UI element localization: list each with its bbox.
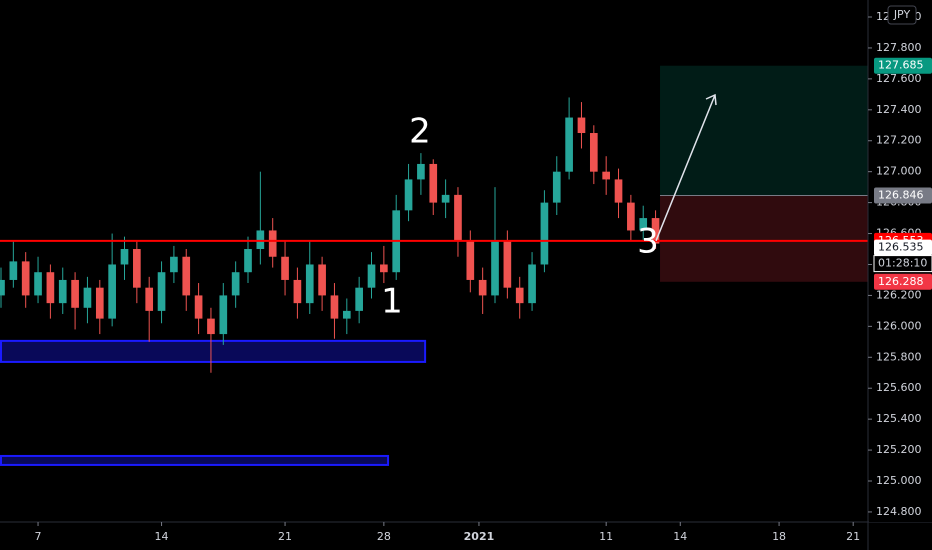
candle-body bbox=[268, 230, 277, 257]
candle-body bbox=[133, 249, 141, 288]
y-tick-label: 125.600 bbox=[876, 381, 922, 394]
candle-body bbox=[9, 261, 18, 280]
candle-body bbox=[293, 279, 302, 304]
candle-body bbox=[34, 272, 42, 296]
last-price: 126.535 bbox=[878, 241, 924, 254]
last-price-bg bbox=[874, 239, 932, 256]
candle-body bbox=[404, 179, 413, 211]
candle-body bbox=[231, 272, 240, 296]
candle-body bbox=[58, 279, 67, 304]
x-tick-label: 7 bbox=[35, 530, 42, 543]
candle-body bbox=[244, 249, 252, 273]
candle-body bbox=[651, 218, 660, 244]
candle-body bbox=[429, 163, 438, 203]
candle-body bbox=[515, 287, 524, 304]
y-tick-label: 125.000 bbox=[876, 474, 922, 487]
candle-body bbox=[466, 241, 475, 280]
x-tick-label: 14 bbox=[155, 530, 169, 543]
candle-body bbox=[565, 117, 573, 172]
x-tick-label: 28 bbox=[377, 530, 391, 543]
candle-body bbox=[540, 202, 549, 265]
candle-body bbox=[614, 179, 623, 203]
currency: JPY bbox=[893, 8, 911, 21]
candle-body bbox=[342, 310, 351, 319]
y-tick-label: 126.000 bbox=[876, 319, 922, 332]
x-tick-label: 14 bbox=[673, 530, 687, 543]
candle-body bbox=[589, 133, 598, 172]
candle-body bbox=[417, 163, 425, 180]
candle-body bbox=[577, 117, 586, 134]
candle-body bbox=[256, 230, 265, 250]
candle-body bbox=[367, 264, 376, 288]
x-tick-label: 21 bbox=[846, 530, 860, 543]
annotation: 1 bbox=[381, 282, 403, 322]
candle-body bbox=[207, 318, 215, 335]
y-tick-label: 124.800 bbox=[876, 505, 922, 518]
candle-body bbox=[281, 256, 289, 280]
y-tick-label: 127.000 bbox=[876, 165, 922, 178]
support-zone bbox=[0, 454, 390, 466]
stop-zone bbox=[660, 195, 868, 282]
y-tick-label: 127.400 bbox=[876, 103, 922, 116]
candle-body bbox=[71, 279, 79, 308]
candle-body bbox=[170, 256, 178, 273]
candle-body bbox=[0, 279, 5, 296]
target-price: 127.685 bbox=[878, 59, 924, 72]
annotation: 2 bbox=[409, 112, 431, 152]
target-price-bg bbox=[874, 57, 932, 74]
arrow-head bbox=[705, 93, 717, 106]
candle-body bbox=[602, 171, 610, 180]
stop-price: 126.288 bbox=[878, 275, 924, 288]
y-tick-label: 125.800 bbox=[876, 350, 922, 363]
countdown-bg bbox=[873, 255, 932, 273]
candle-body bbox=[330, 295, 339, 319]
support-zone bbox=[0, 339, 427, 363]
candle-body bbox=[478, 279, 487, 296]
candle-body bbox=[219, 295, 228, 335]
entry-price-bg bbox=[874, 187, 932, 204]
y-tick-label: 127.800 bbox=[876, 41, 922, 54]
candle-body bbox=[108, 264, 116, 319]
candle-body bbox=[503, 241, 512, 288]
candle-body bbox=[441, 194, 450, 203]
candle-body bbox=[83, 287, 92, 308]
candle-body bbox=[528, 264, 536, 304]
candle-body bbox=[305, 264, 314, 304]
x-tick-label: 2021 bbox=[464, 530, 495, 543]
candle-body bbox=[21, 261, 30, 296]
x-tick-label: 21 bbox=[278, 530, 292, 543]
candle-body bbox=[355, 287, 363, 311]
y-tick-label: 126.200 bbox=[876, 288, 922, 301]
arrow bbox=[655, 94, 716, 242]
candle-body bbox=[491, 241, 499, 296]
entry-price: 126.846 bbox=[878, 188, 924, 201]
candle-body bbox=[182, 256, 191, 296]
x-tick-label: 11 bbox=[599, 530, 613, 543]
candle-body bbox=[380, 264, 388, 273]
y-tick-label: 125.200 bbox=[876, 443, 922, 456]
x-tick-label: 18 bbox=[772, 530, 786, 543]
candle-body bbox=[639, 218, 648, 231]
stop-price-bg bbox=[874, 273, 932, 290]
candle-body bbox=[194, 295, 203, 319]
candle-body bbox=[145, 287, 154, 311]
candle-body bbox=[46, 272, 55, 304]
candle-body bbox=[454, 194, 462, 242]
target-zone bbox=[660, 65, 868, 196]
candle-body bbox=[157, 272, 166, 311]
candle-body bbox=[552, 171, 561, 203]
y-tick-label: 127.600 bbox=[876, 72, 922, 85]
y-tick-label: 127.200 bbox=[876, 134, 922, 147]
candle-body bbox=[627, 202, 635, 231]
candle-body bbox=[120, 249, 129, 265]
candle-body bbox=[318, 264, 326, 296]
countdown: 01:28:10 bbox=[878, 257, 927, 270]
candle-body bbox=[95, 287, 104, 319]
currency-bg bbox=[887, 5, 917, 25]
annotation: 3 bbox=[637, 222, 659, 262]
y-tick-label: 125.400 bbox=[876, 412, 922, 425]
